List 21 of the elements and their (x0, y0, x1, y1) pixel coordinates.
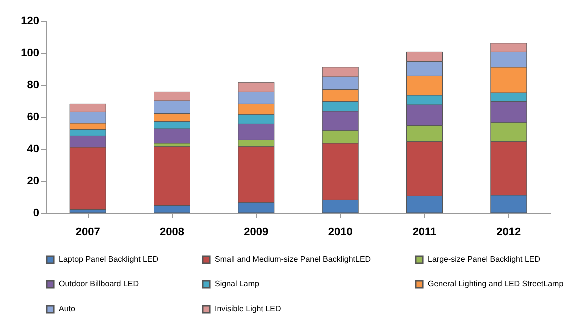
legend-label: Laptop Panel Backlight LED (59, 254, 159, 264)
legend-label: Invisible Light LED (215, 304, 282, 314)
x-tick-label: 2008 (160, 226, 184, 238)
y-tick-label: 120 (21, 16, 40, 28)
y-tick-label: 0 (33, 208, 40, 220)
y-tick-label: 80 (27, 80, 40, 92)
y-tick-label: 20 (27, 176, 40, 188)
legend-label: Large-size Panel Backlight LED (428, 254, 541, 264)
y-tick-label: 100 (21, 48, 40, 60)
legend-label: Signal Lamp (215, 280, 260, 288)
x-tick-label: 2007 (76, 226, 100, 238)
y-tick-label: 40 (27, 144, 40, 156)
x-tick-label: 2011 (412, 226, 437, 238)
legend-label: Small and Medium-size Panel BacklightLED (215, 254, 372, 264)
x-tick-label: 2010 (328, 226, 353, 238)
y-tick-label: 60 (27, 112, 40, 124)
legend-label: Outdoor Billboard LED (59, 280, 140, 288)
legend-label: General Lighting and LED StreetLamp (428, 280, 564, 288)
x-tick-label: 2009 (244, 226, 269, 238)
legend-label: Auto (59, 304, 76, 314)
x-tick-label: 2012 (496, 226, 522, 238)
